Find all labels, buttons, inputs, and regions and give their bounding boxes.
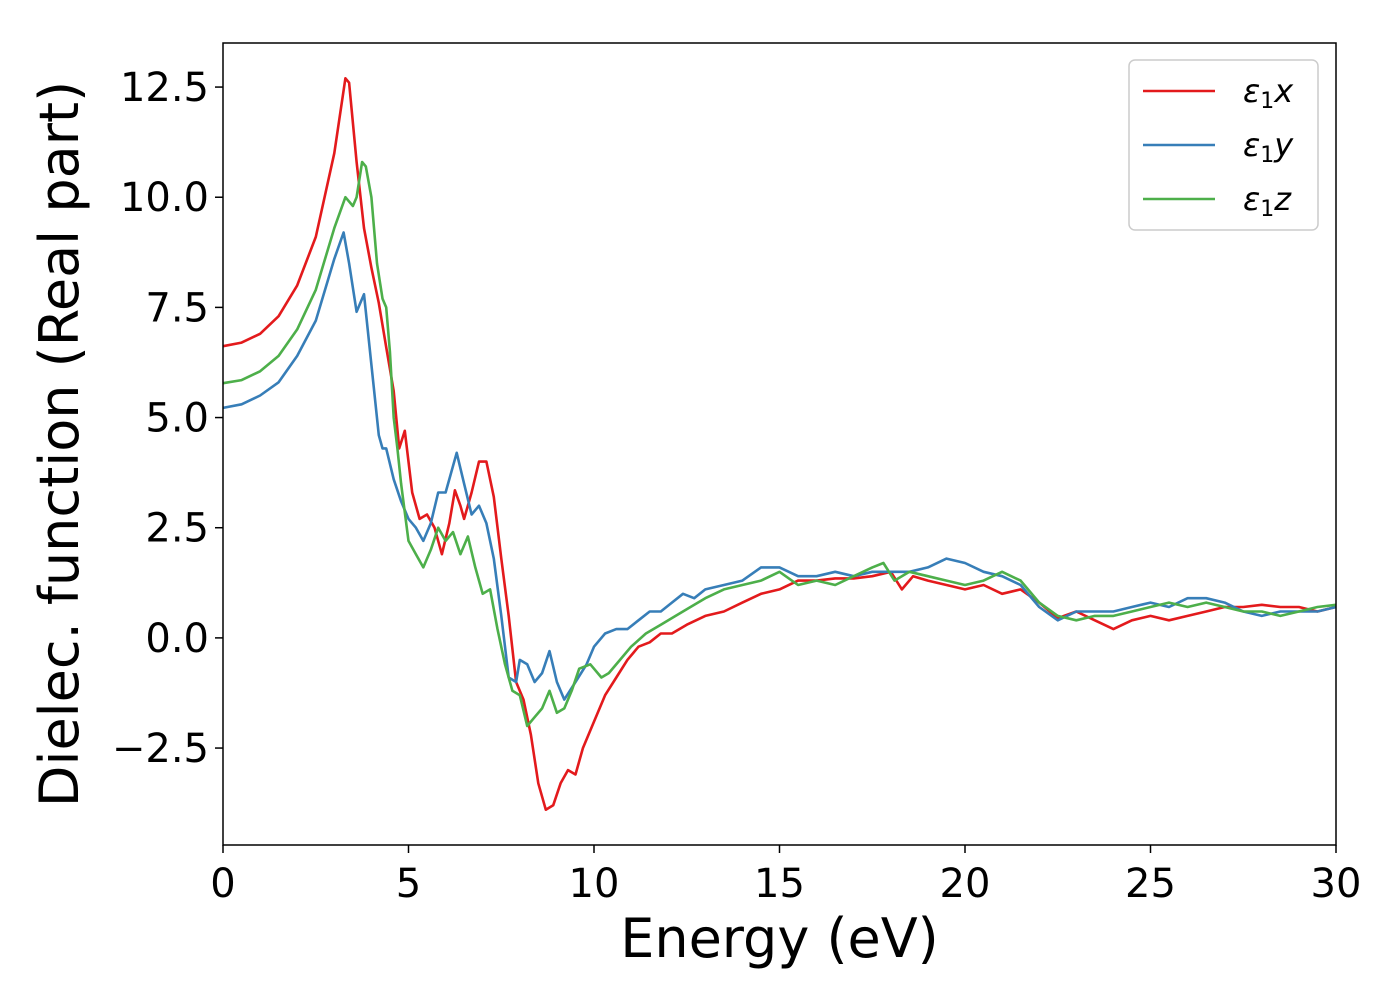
y-tick-label: 7.5 <box>145 285 209 331</box>
x-tick-label: 20 <box>940 861 991 907</box>
y-tick-label: −2.5 <box>112 726 209 772</box>
y-axis-label: Dielec. function (Real part) <box>28 81 91 807</box>
x-tick-label: 0 <box>210 861 235 907</box>
legend-label-x: ε1x <box>1243 72 1294 114</box>
legend-label-y: ε1y <box>1243 126 1294 168</box>
axis-ticks: 0 5 10 15 20 25 30 −2.5 0.0 2.5 5.0 7.5 10.0 12.5 <box>112 65 1362 907</box>
x-tick-label: 5 <box>396 861 421 907</box>
series-line-y <box>222 231 1337 701</box>
y-tick-label: 12.5 <box>120 65 209 111</box>
y-tick-label: 2.5 <box>145 506 209 552</box>
legend-label-z: ε1z <box>1243 180 1292 222</box>
legend: ε1x ε1y ε1z <box>1128 59 1319 231</box>
x-tick-label: 15 <box>754 861 805 907</box>
x-tick-label: 30 <box>1311 861 1362 907</box>
y-tick-label: 0.0 <box>145 616 209 662</box>
plot-lines <box>222 77 1337 811</box>
y-tick-label: 10.0 <box>120 175 209 221</box>
legend-box <box>1128 59 1319 231</box>
x-axis-label: Energy (eV) <box>620 907 939 970</box>
series-line-z <box>222 160 1337 728</box>
x-tick-label: 10 <box>569 861 620 907</box>
x-tick-label: 25 <box>1125 861 1176 907</box>
y-tick-label: 5.0 <box>145 396 209 442</box>
